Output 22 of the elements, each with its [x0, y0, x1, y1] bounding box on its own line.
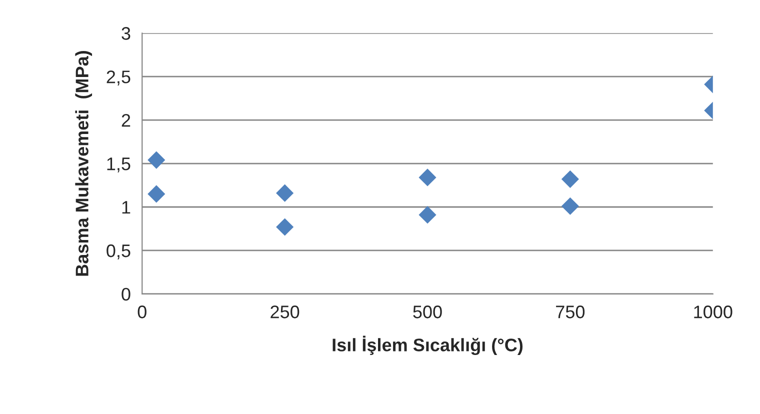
point	[276, 218, 294, 236]
y-tick-label: 2	[122, 114, 130, 127]
x-tick-label: 250	[270, 306, 300, 318]
y-tick-label: 2,5	[106, 70, 130, 86]
x-tick-label: 500	[413, 306, 442, 318]
x-tick-label: 750	[556, 306, 585, 318]
point	[561, 170, 579, 188]
x-axis-title: Isıl İşlem Sıcaklığı (°C)	[332, 336, 523, 356]
x-tick-label: 1000	[694, 306, 732, 318]
point	[276, 184, 294, 202]
y-tick-label: 1	[122, 201, 130, 214]
point	[418, 168, 436, 186]
point	[418, 206, 436, 224]
point	[148, 185, 166, 203]
y-axis-title: Basma Mukavemeti (MPa)	[75, 51, 92, 276]
y-tick-label: 1,5	[107, 158, 130, 172]
y-tick-label: 0,5	[106, 244, 130, 260]
y-tick-label: 0	[122, 288, 130, 301]
y-tick-label: 3	[122, 27, 130, 40]
point	[561, 197, 579, 215]
x-tick-label: 0	[138, 306, 146, 318]
point	[148, 151, 166, 169]
